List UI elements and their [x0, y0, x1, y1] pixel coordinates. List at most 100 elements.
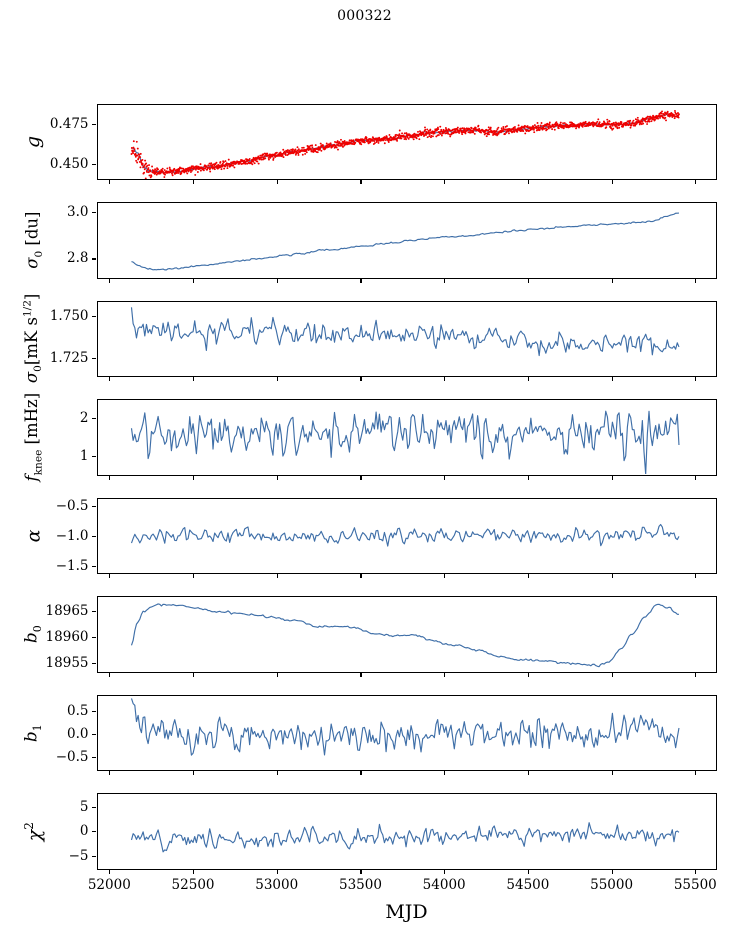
y-tick-label: 1.725 [49, 350, 89, 367]
series-line [130, 212, 679, 271]
x-tick-mark [193, 771, 195, 776]
x-tick-mark [109, 869, 111, 874]
x-tick-mark [193, 574, 195, 579]
x-axis-label: MJD [385, 900, 428, 923]
y-tick-label: −1.5 [55, 557, 89, 574]
y-tick-label: 1.750 [49, 307, 89, 324]
series-line [130, 306, 680, 356]
y-axis-label: b1 [21, 724, 45, 742]
x-tick-mark [611, 278, 613, 283]
y-tick-label: 0.5 [67, 702, 89, 719]
panel-plot-area [130, 822, 679, 853]
x-tick-mark [109, 278, 111, 283]
y-axis-label: σ0 [du] [22, 211, 45, 270]
x-tick-mark [527, 180, 529, 185]
y-tick-label: 0.475 [49, 116, 89, 133]
x-tick-mark [444, 771, 446, 776]
y-tick-label: 18965 [45, 602, 89, 619]
y-tick-mark [92, 315, 97, 318]
x-tick-mark [109, 180, 111, 185]
y-tick-label: −0.5 [55, 497, 89, 514]
x-tick-mark [444, 278, 446, 283]
y-tick-label: −0.5 [55, 748, 89, 765]
x-tick-label: 54500 [506, 876, 550, 893]
x-tick-mark [695, 771, 697, 776]
x-tick-label: 54000 [422, 876, 466, 893]
x-tick-mark [444, 180, 446, 185]
y-tick-mark [92, 610, 97, 612]
y-axis-label: α [21, 529, 44, 543]
x-tick-mark [276, 771, 278, 776]
x-tick-mark [360, 574, 362, 579]
plot-panel-b-0 [96, 596, 717, 673]
y-axis-label: fknee [mHz] [21, 393, 44, 482]
x-tick-mark [695, 475, 697, 480]
y-tick-label: 0 [79, 823, 89, 840]
x-tick-mark [444, 672, 446, 677]
x-tick-mark [527, 771, 529, 776]
x-tick-mark [611, 574, 613, 579]
y-tick-mark [92, 756, 97, 758]
x-tick-mark [611, 377, 613, 382]
y-tick-mark [92, 565, 97, 567]
x-tick-mark [360, 377, 362, 382]
x-tick-mark [527, 869, 529, 874]
panel-plot-area [130, 109, 680, 179]
y-tick-label: 0.0 [67, 725, 89, 742]
x-tick-mark [193, 869, 195, 874]
plot-panel-sigma-0-du [96, 202, 717, 279]
x-tick-mark [360, 869, 362, 874]
x-tick-label: 55000 [590, 876, 634, 893]
y-tick-mark [92, 831, 97, 833]
y-tick-label: 2 [79, 410, 89, 426]
x-tick-mark [276, 278, 278, 283]
x-tick-mark [611, 771, 613, 776]
x-tick-mark [360, 672, 362, 677]
x-tick-mark [527, 278, 529, 283]
y-tick-label: 18955 [45, 655, 89, 672]
y-axis-label: b0 [21, 625, 45, 644]
x-tick-label: 53500 [338, 876, 382, 893]
x-tick-label: 52500 [171, 876, 215, 893]
x-tick-mark [193, 180, 195, 185]
y-tick-mark [92, 358, 97, 360]
x-tick-label: 52000 [87, 876, 131, 893]
y-tick-mark [92, 855, 97, 857]
x-tick-mark [444, 377, 446, 382]
y-tick-mark [92, 733, 97, 735]
x-tick-mark [611, 672, 613, 677]
y-tick-mark [92, 636, 97, 638]
plot-panel-f-knee-mhz [96, 399, 717, 476]
x-tick-mark [695, 377, 697, 382]
plot-panel-sigma-0-mk-s-1-2 [96, 300, 717, 377]
x-tick-mark [695, 672, 697, 677]
y-axis-label: σ0[mK s1/2] [21, 293, 45, 384]
x-tick-mark [695, 278, 697, 283]
y-tick-mark [92, 418, 97, 420]
x-tick-mark [276, 377, 278, 382]
x-tick-mark [444, 869, 446, 874]
y-tick-mark [92, 456, 97, 458]
panel-plot-area [130, 212, 679, 271]
x-tick-mark [109, 377, 111, 382]
y-tick-mark [92, 124, 97, 126]
y-tick-label: 3.0 [67, 204, 89, 221]
x-tick-mark [695, 574, 697, 579]
x-tick-mark [109, 475, 111, 480]
panel-plot-area [130, 603, 679, 668]
x-tick-mark [527, 377, 529, 382]
series-line [130, 697, 680, 756]
y-tick-mark [92, 663, 97, 665]
y-axis-label: χ2 [21, 821, 45, 842]
y-tick-mark [92, 535, 97, 537]
x-tick-mark [109, 574, 111, 579]
x-tick-mark [444, 574, 446, 579]
x-tick-mark [695, 180, 697, 185]
y-axis-label: g [22, 135, 45, 148]
x-tick-mark [276, 672, 278, 677]
x-tick-mark [611, 180, 613, 185]
y-tick-mark [92, 505, 97, 507]
y-tick-label: 1 [79, 448, 89, 465]
x-tick-label: 55500 [673, 876, 717, 893]
